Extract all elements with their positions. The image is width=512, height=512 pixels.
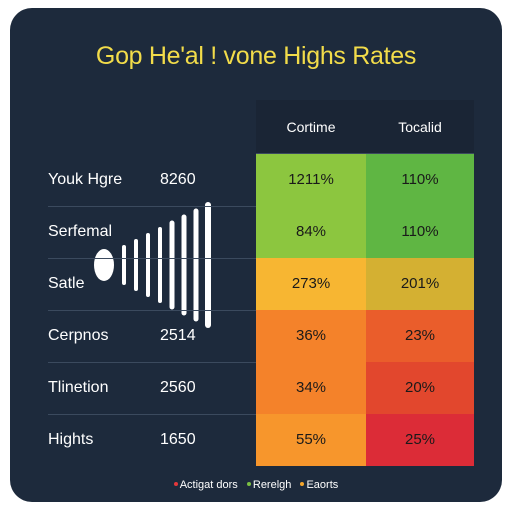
row-label: Youk Hgre	[48, 171, 123, 188]
table-cell: 273%	[256, 258, 366, 310]
row-value: 1650	[160, 431, 196, 448]
legend-label: Eaorts	[306, 479, 339, 491]
legend-item: Actigat dors	[173, 479, 238, 491]
row-label: Satle	[48, 275, 85, 292]
table-cell: 84%	[256, 206, 366, 258]
row-divider	[48, 414, 258, 415]
row-divider	[48, 206, 258, 207]
row-divider	[48, 258, 258, 259]
table-cell: 110%	[366, 206, 474, 258]
table-cell: 20%	[366, 362, 474, 414]
legend-item: Eaorts	[300, 479, 338, 491]
row-value: 2514	[160, 327, 196, 344]
table-cell: 25%	[366, 414, 474, 466]
legend-swatch	[173, 482, 178, 487]
table-cell: 1211%	[256, 154, 366, 206]
column-header-tocalid: Tocalid	[366, 100, 474, 154]
row-label: Hights	[48, 431, 94, 448]
table-cell: 23%	[366, 310, 474, 362]
table-cell: 110%	[366, 154, 474, 206]
table-cell: 34%	[256, 362, 366, 414]
chart-title: Gop He'al ! vone Highs Rates	[95, 42, 417, 70]
table-cell: 36%	[256, 310, 366, 362]
legend-swatch	[300, 482, 305, 487]
table-cell: 55%	[256, 414, 366, 466]
header-divider	[256, 153, 474, 154]
legend-swatch	[246, 482, 251, 487]
legend-item: Rerelgh	[246, 479, 292, 491]
column-header-cortime: Cortime	[256, 100, 366, 154]
chart-legend: Actigat dors Rerelgh Eaorts	[10, 479, 502, 491]
table-cell: 201%	[366, 258, 474, 310]
chart-card: Gop He'al ! vone Highs Rates Cortime Toc…	[10, 8, 502, 502]
row-label: Serfemal	[48, 223, 113, 240]
row-label: Tlinetion	[48, 379, 109, 396]
legend-label: Rerelgh	[252, 479, 292, 491]
row-divider	[48, 310, 258, 311]
row-value: 8260	[160, 171, 196, 188]
row-value: 2560	[160, 379, 196, 396]
row-label: Cerpnos	[48, 327, 109, 344]
row-divider	[48, 362, 258, 363]
legend-label: Actigat dors	[179, 479, 238, 491]
signal-fan-icon	[94, 202, 211, 328]
